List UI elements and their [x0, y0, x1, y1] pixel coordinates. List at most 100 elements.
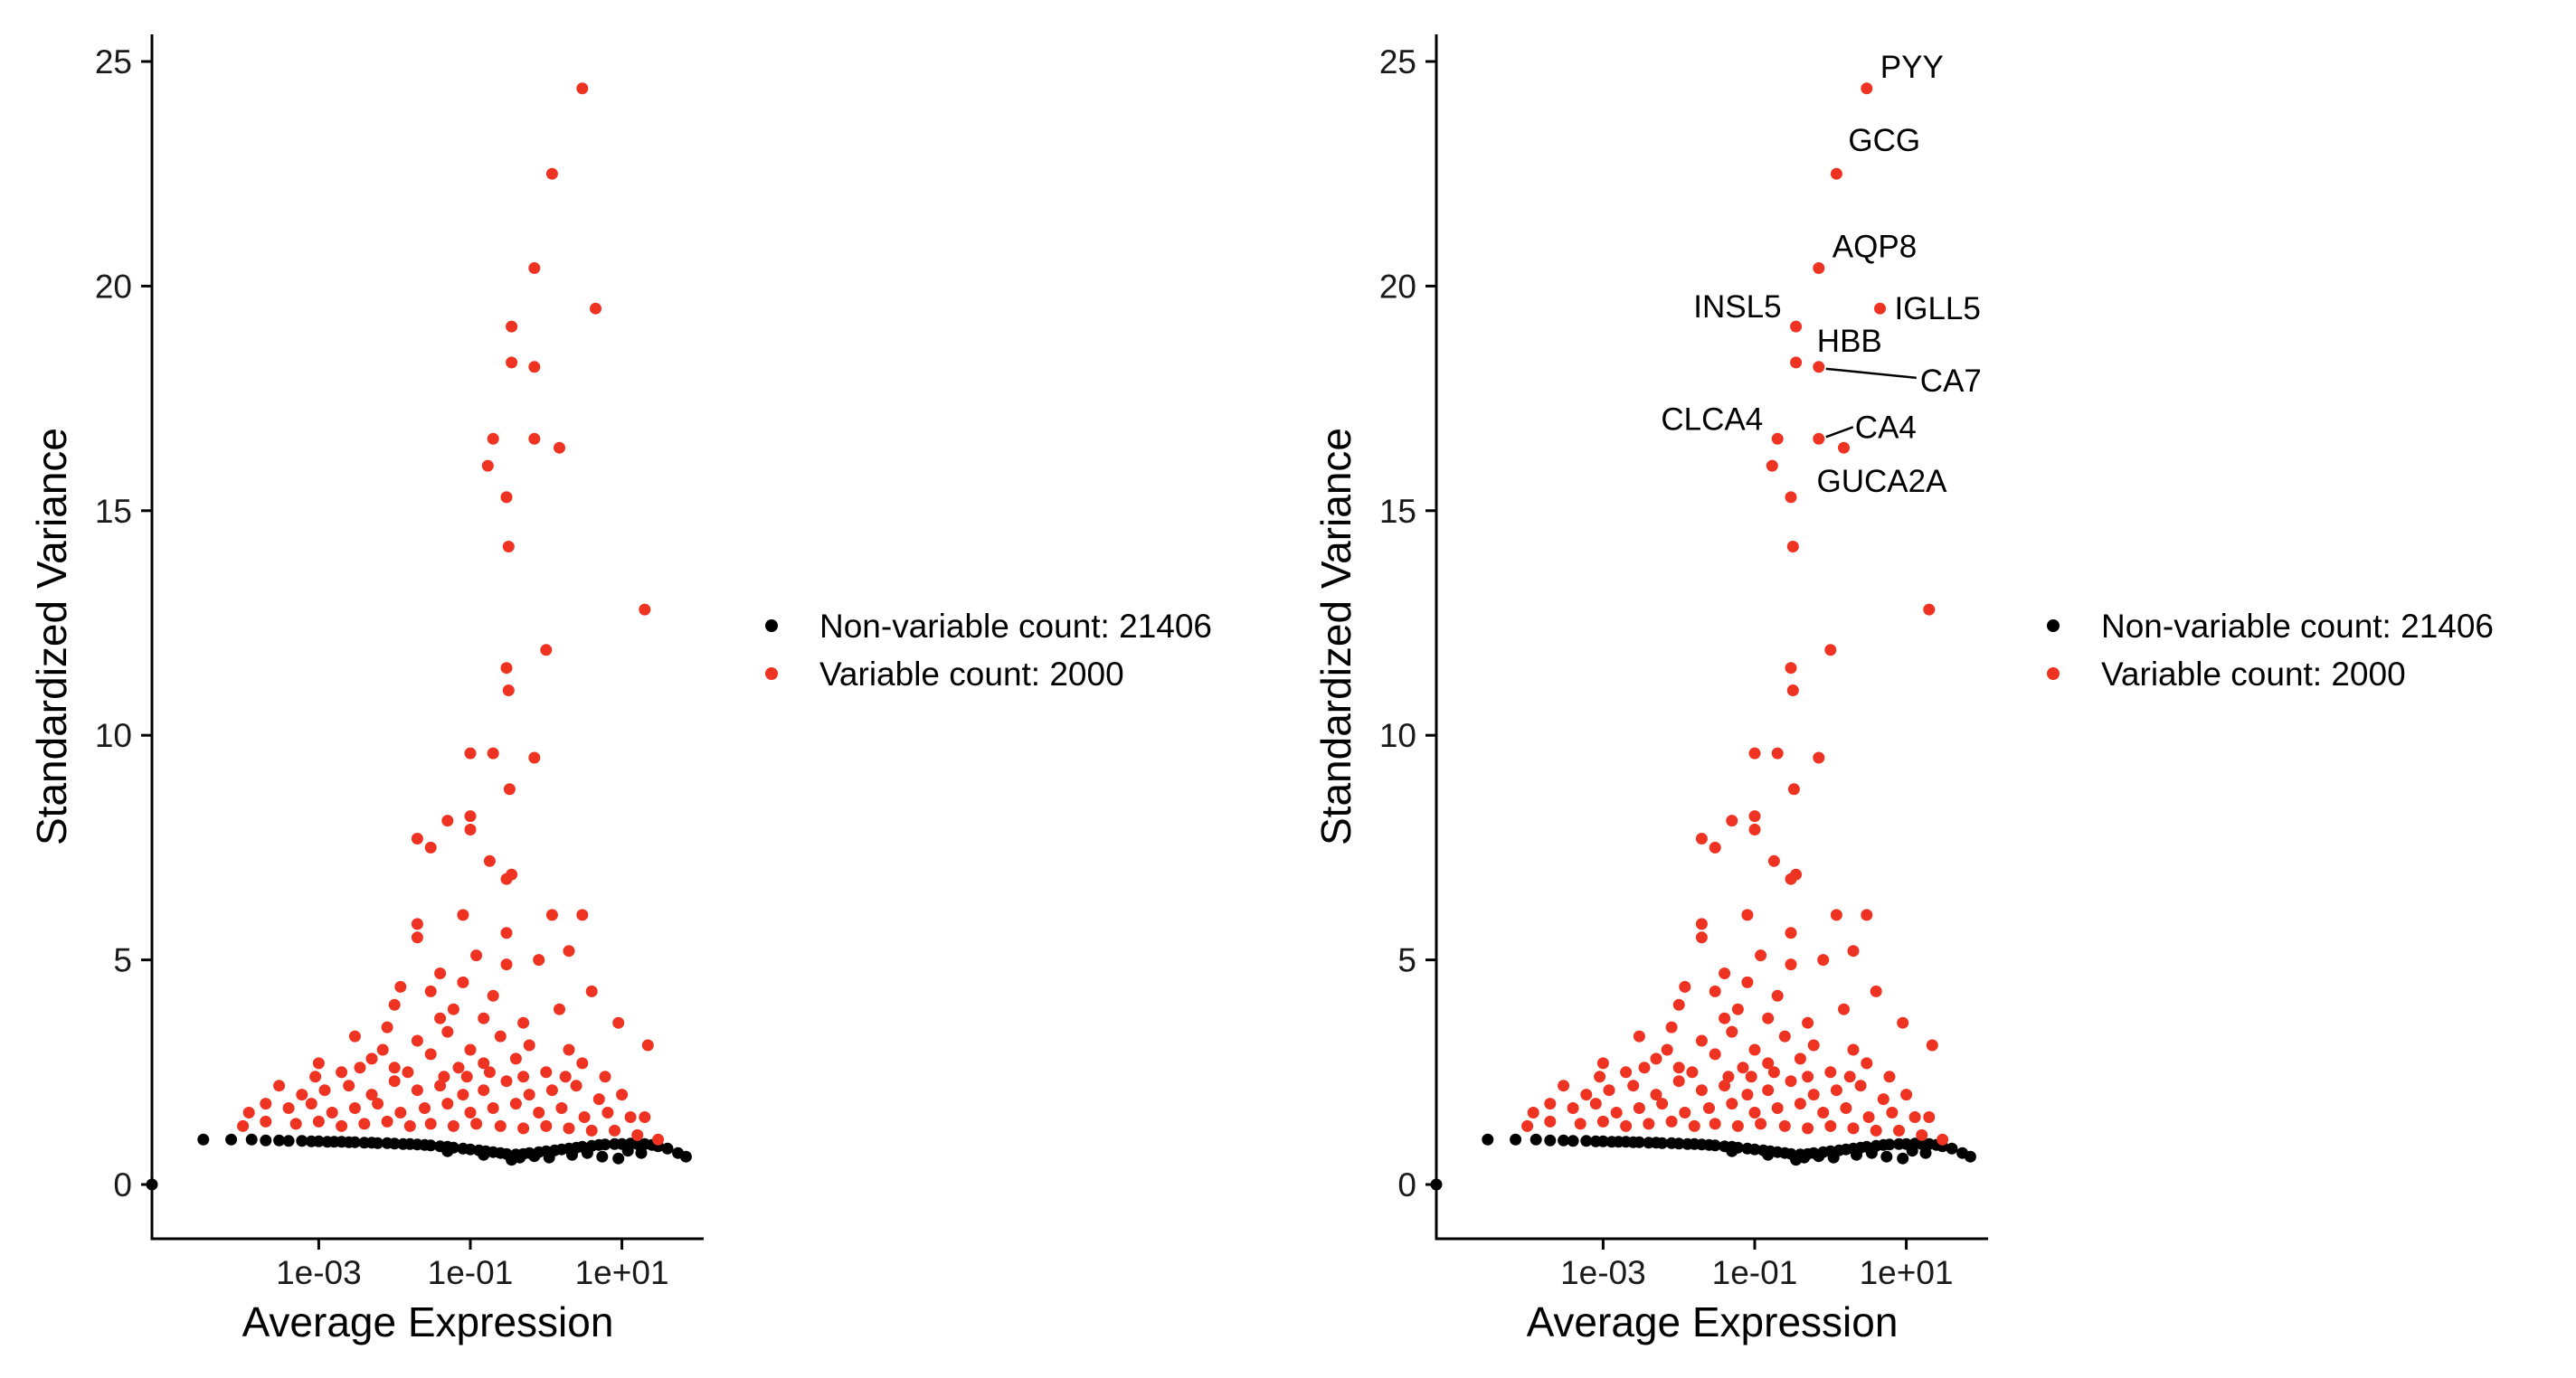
non-variable-point-57 — [1964, 1150, 1976, 1163]
variable-point-43 — [424, 985, 437, 997]
non-variable-point-61 — [1897, 1152, 1909, 1165]
variable-point-20 — [1726, 815, 1738, 827]
variable-point-76 — [434, 1080, 447, 1092]
variable-point-70 — [1580, 1089, 1593, 1101]
variable-point-12 — [502, 541, 515, 552]
variable-point-5 — [1790, 356, 1803, 369]
variable-point-37 — [563, 945, 575, 958]
variable-point-34 — [1755, 949, 1767, 962]
variable-point-13 — [639, 603, 651, 616]
y-tick-label-1: 5 — [1397, 942, 1416, 979]
variable-point-119 — [609, 1124, 620, 1137]
variable-point-40 — [500, 958, 513, 971]
variable-point-87 — [1567, 1102, 1579, 1114]
non-variable-point-68 — [1906, 1145, 1918, 1157]
variable-point-102 — [624, 1111, 637, 1123]
variable-point-118 — [585, 1124, 598, 1137]
variable-point-109 — [1665, 1115, 1678, 1128]
variable-point-53 — [1778, 1030, 1791, 1043]
variable-point-19 — [528, 751, 541, 764]
variable-point-108 — [358, 1118, 371, 1130]
variable-point-133 — [1771, 989, 1784, 1002]
variable-point-90 — [348, 1102, 361, 1114]
variable-point-83 — [1877, 1093, 1889, 1106]
variable-point-41 — [1870, 985, 1882, 997]
variable-point-4 — [506, 320, 518, 333]
non-variable-point-59 — [543, 1151, 555, 1164]
gene-label-hbb: HBB — [1817, 324, 1882, 359]
variable-point-105 — [1574, 1118, 1586, 1130]
variable-point-122 — [639, 1111, 651, 1123]
variable-point-100 — [1862, 1111, 1875, 1123]
x-axis-title: Average Expression — [1527, 1298, 1899, 1345]
variable-point-18 — [487, 747, 499, 760]
variable-point-30 — [457, 909, 469, 921]
right-scatter-panel: 0 5 10 15 20 25 1e-03 1e-01 1e+01 Average Express… — [1312, 34, 2494, 1345]
variable-point-62 — [1709, 1048, 1721, 1061]
variable-point-55 — [563, 1043, 575, 1056]
series-non-variable — [1430, 1133, 1976, 1191]
variable-point-64 — [1762, 1057, 1775, 1070]
variable-point-47 — [1838, 1003, 1850, 1015]
variable-point-63 — [1737, 1062, 1749, 1074]
variable-point-128 — [1767, 1066, 1780, 1079]
variable-point-85 — [242, 1107, 255, 1118]
variable-point-60 — [365, 1052, 378, 1065]
non-variable-point-3 — [1530, 1133, 1542, 1146]
variable-point-107 — [1620, 1119, 1633, 1132]
non-variable-point-29 — [464, 1143, 477, 1156]
variable-point-104 — [260, 1115, 272, 1128]
non-variable-point-60 — [596, 1150, 609, 1163]
variable-point-34 — [470, 949, 483, 962]
leader-line-ca7 — [1825, 367, 1917, 380]
variable-point-56 — [612, 1016, 625, 1029]
variable-point-22 — [503, 783, 516, 796]
variable-point-47 — [554, 1003, 565, 1015]
gene-label-ca7: CA7 — [1920, 363, 1982, 399]
non-variable-point-24 — [1709, 1139, 1721, 1152]
variable-point-97 — [509, 1098, 522, 1110]
variable-point-43 — [1709, 985, 1721, 997]
y-tick-label-0: 0 — [113, 1166, 132, 1203]
variable-point-112 — [1731, 1119, 1744, 1132]
variable-point-13 — [1923, 603, 1936, 616]
non-variable-point-7 — [1580, 1135, 1593, 1147]
variable-point-100 — [578, 1111, 591, 1123]
variable-point-131 — [1661, 1043, 1673, 1056]
variable-point-117 — [1847, 1122, 1860, 1135]
variable-point-113 — [1755, 1118, 1767, 1130]
variable-point-120 — [631, 1128, 644, 1141]
non-variable-point-2 — [225, 1133, 238, 1146]
variable-point-60 — [1650, 1052, 1662, 1065]
variable-point-74 — [388, 1075, 401, 1088]
variable-point-110 — [403, 1119, 416, 1132]
non-variable-point-55 — [1946, 1142, 1958, 1155]
non-variable-point-4 — [260, 1134, 272, 1147]
variable-point-45 — [478, 1012, 490, 1024]
non-variable-point-1 — [1482, 1133, 1494, 1146]
x-axis-title: Average Expression — [242, 1298, 614, 1345]
variable-point-77 — [1741, 1089, 1754, 1101]
variable-point-71 — [318, 1084, 331, 1097]
legend-key-1 — [765, 667, 778, 680]
variable-point-106 — [1596, 1115, 1609, 1128]
y-tick-label-4: 20 — [1379, 268, 1416, 305]
variable-point-6 — [528, 361, 541, 373]
variable-point-130 — [559, 1071, 572, 1083]
variable-point-44 — [1731, 1003, 1744, 1015]
variable-point-119 — [1893, 1124, 1905, 1137]
variable-point-99 — [555, 1102, 568, 1114]
variable-point-52 — [464, 1043, 477, 1056]
variable-point-23 — [464, 824, 477, 835]
variable-point-112 — [447, 1119, 459, 1132]
variable-point-66 — [1824, 1066, 1837, 1079]
variable-point-134 — [394, 980, 407, 993]
variable-point-130 — [1843, 1071, 1856, 1083]
non-variable-point-60 — [1880, 1150, 1893, 1163]
variable-point-51 — [1726, 1025, 1738, 1038]
variable-point-8 — [1813, 432, 1825, 445]
legend-label-1: Variable count: 2000 — [2101, 656, 2406, 693]
variable-point-88 — [305, 1098, 317, 1110]
variable-point-15 — [500, 662, 513, 675]
variable-point-109 — [381, 1115, 393, 1128]
